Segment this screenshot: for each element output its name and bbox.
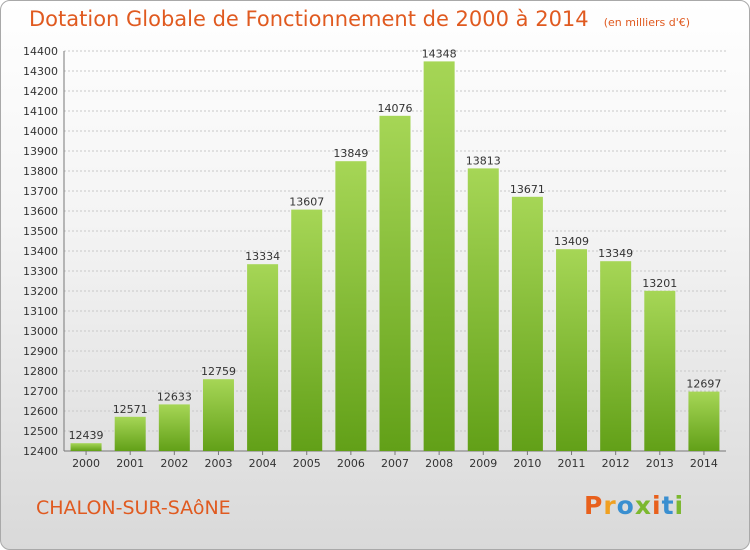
x-tick-label: 2006 (337, 457, 365, 470)
y-tick-label: 13700 (23, 185, 58, 198)
bar-value-label: 13813 (466, 154, 501, 167)
y-tick-label: 13100 (23, 305, 58, 318)
x-tick-label: 2007 (381, 457, 409, 470)
y-tick-label: 12500 (23, 425, 58, 438)
y-tick-label: 12800 (23, 365, 58, 378)
y-tick-label: 13500 (23, 225, 58, 238)
chart-unit: (en milliers d'€) (603, 16, 691, 29)
bar-value-label: 13409 (554, 235, 589, 248)
bar-value-label: 14076 (378, 102, 413, 115)
y-tick-label: 13200 (23, 285, 58, 298)
y-tick-label: 12600 (23, 405, 58, 418)
bar (70, 443, 102, 451)
y-tick-label: 14200 (23, 85, 58, 98)
x-tick-label: 2005 (293, 457, 321, 470)
y-tick-label: 13800 (23, 165, 58, 178)
x-tick-label: 2002 (160, 457, 188, 470)
bar (644, 290, 676, 451)
bar (511, 196, 543, 451)
chart-title: Dotation Globale de Fonctionnement de 20… (29, 7, 589, 31)
bar (467, 168, 499, 451)
x-tick-label: 2011 (558, 457, 586, 470)
bar-value-label: 13349 (598, 247, 633, 260)
y-tick-label: 14000 (23, 125, 58, 138)
y-tick-label: 14300 (23, 65, 58, 78)
bar (423, 61, 455, 452)
x-tick-label: 2003 (204, 457, 232, 470)
bar-value-label: 13201 (642, 277, 677, 290)
bar-value-label: 14348 (422, 47, 457, 60)
bar-value-label: 12439 (69, 429, 104, 442)
bar (335, 161, 367, 451)
bar-value-label: 12759 (201, 365, 236, 378)
x-tick-label: 2001 (116, 457, 144, 470)
bar (556, 249, 588, 451)
bar-value-label: 13849 (333, 147, 368, 160)
bar (600, 261, 632, 451)
x-tick-label: 2014 (690, 457, 718, 470)
bar (291, 209, 323, 451)
x-tick-label: 2010 (513, 457, 541, 470)
y-tick-label: 12400 (23, 445, 58, 458)
city-name: CHALON-SUR-SAôNE (36, 497, 231, 519)
bar (247, 264, 279, 451)
y-tick-label: 14400 (23, 45, 58, 58)
y-tick-label: 13400 (23, 245, 58, 258)
y-tick-label: 13900 (23, 145, 58, 158)
y-tick-label: 14100 (23, 105, 58, 118)
bar (202, 379, 234, 451)
bar (158, 404, 190, 451)
y-tick-label: 13000 (23, 325, 58, 338)
bar (688, 391, 720, 451)
bar-value-label: 13607 (289, 196, 324, 209)
x-tick-label: 2000 (72, 457, 100, 470)
bar (114, 416, 146, 451)
x-tick-label: 2012 (602, 457, 630, 470)
y-tick-label: 12900 (23, 345, 58, 358)
x-tick-label: 2009 (469, 457, 497, 470)
bar-value-label: 12633 (157, 390, 192, 403)
bar-value-label: 13334 (245, 250, 280, 263)
x-tick-label: 2004 (249, 457, 277, 470)
x-tick-label: 2008 (425, 457, 453, 470)
y-tick-label: 13600 (23, 205, 58, 218)
bar-value-label: 12697 (686, 378, 721, 391)
bar (379, 115, 411, 452)
title-row: Dotation Globale de Fonctionnement de 20… (29, 7, 690, 31)
x-tick-label: 2013 (646, 457, 674, 470)
y-tick-label: 12700 (23, 385, 58, 398)
bar-value-label: 12571 (113, 403, 148, 416)
y-tick-label: 13300 (23, 265, 58, 278)
proxiti-logo: Proxiti (584, 491, 685, 520)
bar-value-label: 13671 (510, 183, 545, 196)
